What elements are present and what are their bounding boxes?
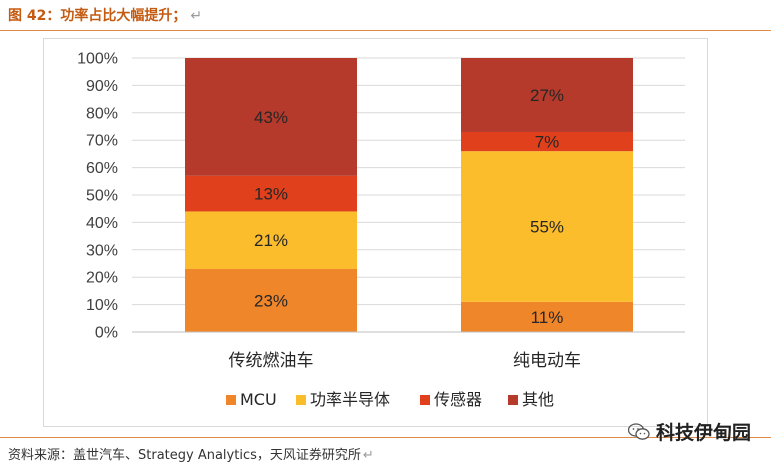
top-rule <box>0 30 771 31</box>
data-label: 23% <box>254 291 288 310</box>
watermark: 科技伊甸园 <box>628 418 751 445</box>
data-label: 27% <box>530 86 564 105</box>
x-category-label: 纯电动车 <box>513 351 581 371</box>
legend-swatch <box>420 395 430 405</box>
bar-segment <box>185 58 357 176</box>
legend-label: 其他 <box>522 390 554 409</box>
bar-segment <box>461 151 633 302</box>
figure-title-text: 图 42：功率占比大幅提升； <box>8 8 187 24</box>
y-tick-label: 70% <box>86 133 118 150</box>
chart-frame <box>43 38 708 427</box>
source-return-mark: ↵ <box>362 448 374 463</box>
x-category-label: 传统燃油车 <box>229 351 314 371</box>
y-tick-label: 80% <box>86 105 118 122</box>
data-label: 55% <box>530 218 564 237</box>
data-label: 13% <box>254 185 288 204</box>
legend-swatch <box>508 395 518 405</box>
bar-segment <box>461 131 633 152</box>
y-tick-label: 40% <box>86 215 118 232</box>
stacked-bar-chart: 0% 10% 20% 30% 40% 50% 60% 70% 80% 90% 100% 23% 21% 1… <box>43 38 708 427</box>
bar-segment <box>185 268 357 332</box>
data-label: 11% <box>531 308 564 327</box>
data-label: 21% <box>254 231 288 250</box>
bar-segment <box>461 301 633 332</box>
legend-label: 传感器 <box>434 390 482 409</box>
y-tick-label: 30% <box>86 242 118 259</box>
legend-label: 功率半导体 <box>310 390 390 409</box>
watermark-text: 科技伊甸园 <box>656 422 752 444</box>
bar-segment <box>461 58 633 132</box>
figure-title: 图 42：功率占比大幅提升； ↵ <box>8 5 202 25</box>
wechat-icon <box>628 422 650 440</box>
legend-label: MCU <box>240 390 277 409</box>
y-tick-label: 100% <box>77 51 118 68</box>
source-text: 资料来源：盖世汽车、Strategy Analytics，天风证券研究所 <box>8 448 361 463</box>
legend-swatch <box>296 395 306 405</box>
bar-segment <box>185 211 357 269</box>
data-label: 7% <box>535 133 560 152</box>
source-note: 资料来源：盖世汽车、Strategy Analytics，天风证券研究所 ↵ <box>8 444 374 463</box>
y-tick-label: 60% <box>86 160 118 177</box>
bar-segment <box>185 175 357 212</box>
y-tick-label: 50% <box>86 188 118 205</box>
y-tick-label: 10% <box>86 297 118 314</box>
data-label: 43% <box>254 108 288 127</box>
y-tick-label: 90% <box>86 78 118 95</box>
y-tick-label: 20% <box>86 270 118 287</box>
bottom-rule <box>0 437 771 438</box>
legend-swatch <box>226 395 236 405</box>
y-tick-label: 0% <box>95 325 118 342</box>
return-mark: ↵ <box>190 8 203 24</box>
